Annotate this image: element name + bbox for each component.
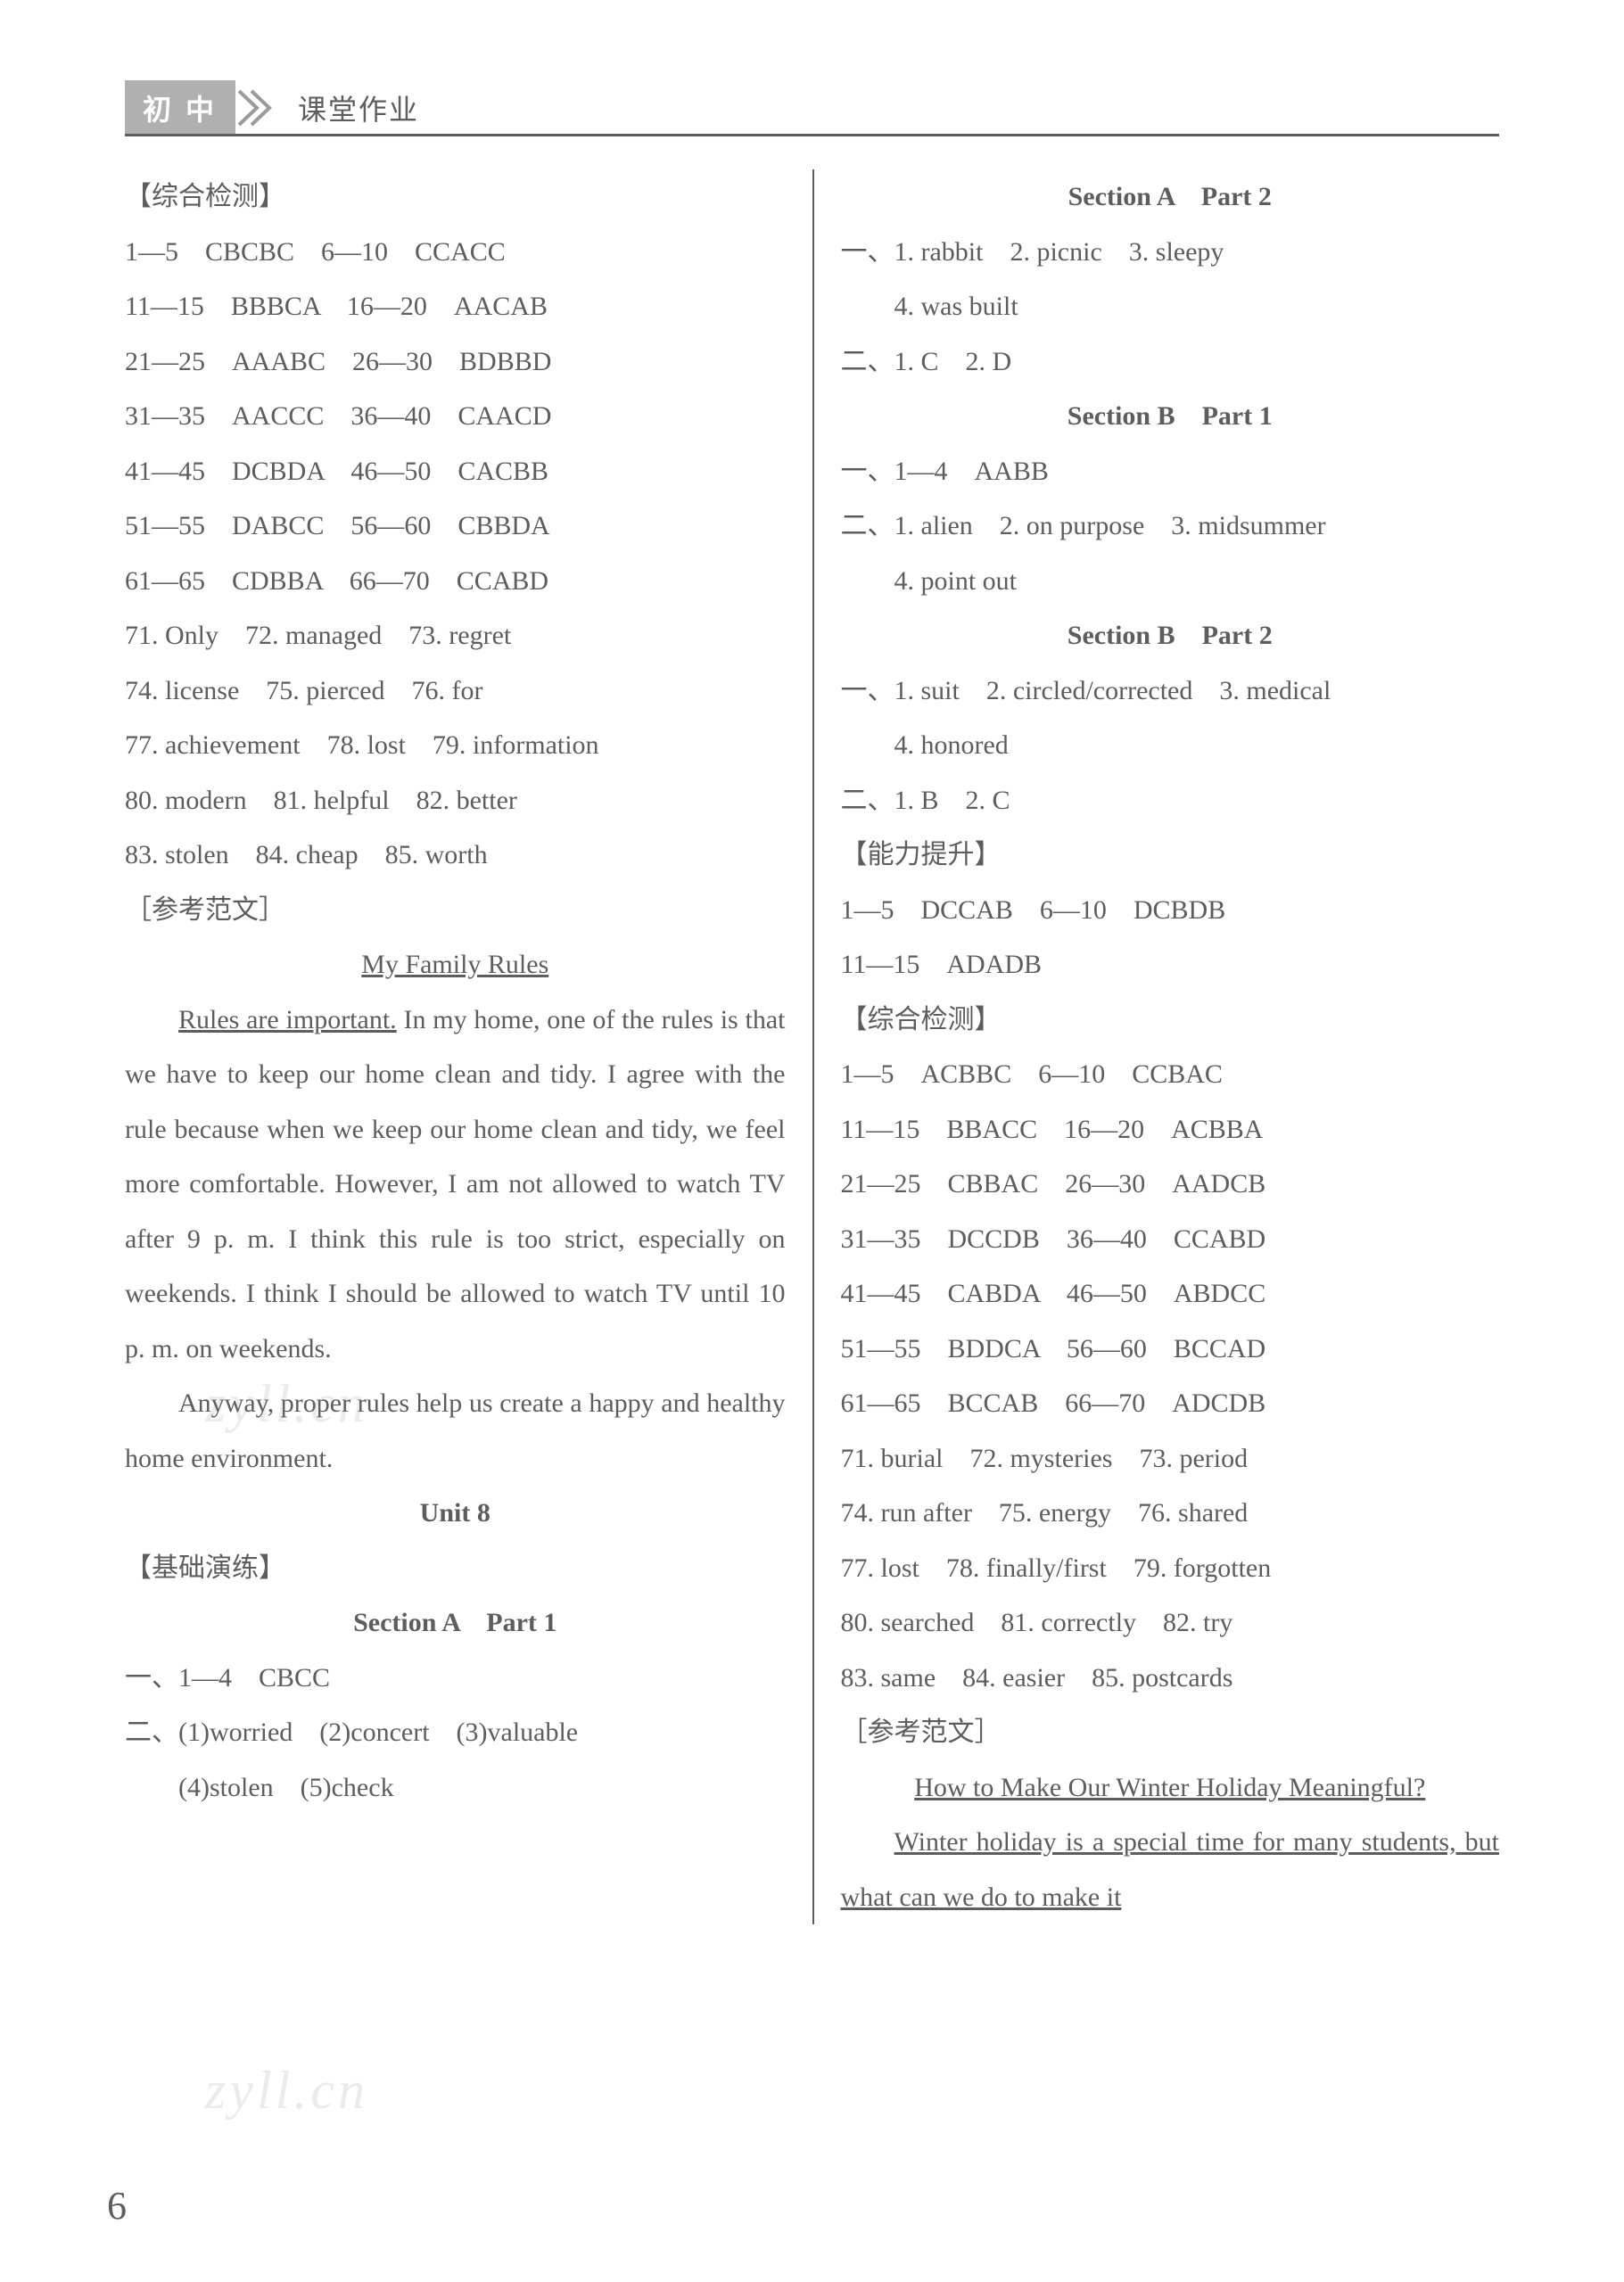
answer-line: 二、1. C 2. D	[841, 334, 1500, 390]
essay-body: In my home, one of the rules is that we …	[125, 1005, 786, 1363]
answer-line: 一、1. suit 2. circled/corrected 3. medica…	[841, 663, 1500, 719]
answer-line: 31—35 AACCC 36—40 CAACD	[125, 389, 786, 444]
reference-label: ［参考范文］	[841, 1705, 1500, 1760]
answer-line: 4. honored	[841, 718, 1500, 773]
header-left-label: 初 中	[125, 80, 235, 136]
answer-line: 77. achievement 78. lost 79. information	[125, 718, 786, 773]
answer-line: 80. modern 81. helpful 82. better	[125, 773, 786, 828]
answer-line: 74. license 75. pierced 76. for	[125, 663, 786, 719]
answer-line: 一、1. rabbit 2. picnic 3. sleepy	[841, 225, 1500, 280]
page-content: 【综合检测】 1—5 CBCBC 6—10 CCACC 11—15 BBBCA …	[125, 169, 1499, 1924]
section-heading: Section A Part 1	[125, 1595, 786, 1651]
answer-line: 51—55 BDDCA 56—60 BCCAD	[841, 1322, 1500, 1377]
answer-line: 83. same 84. easier 85. postcards	[841, 1651, 1500, 1706]
section-heading: Section A Part 2	[841, 169, 1500, 225]
page-header: 初 中 课堂作业	[125, 80, 1499, 136]
answer-line: 41—45 CABDA 46—50 ABDCC	[841, 1266, 1500, 1322]
answer-line: 71. Only 72. managed 73. regret	[125, 608, 786, 663]
essay-paragraph: Winter holiday is a special time for man…	[841, 1815, 1500, 1924]
essay-title: How to Make Our Winter Holiday Meaningfu…	[841, 1760, 1500, 1816]
answer-line: 4. was built	[841, 279, 1500, 334]
answer-line: 二、(1)worried (2)concert (3)valuable	[125, 1705, 786, 1760]
answer-line: 一、1—4 CBCC	[125, 1651, 786, 1706]
answer-line: 11—15 BBACC 16—20 ACBBA	[841, 1102, 1500, 1157]
essay-paragraph: Anyway, proper rules help us create a ha…	[125, 1376, 786, 1486]
section-label: 【能力提升】	[841, 828, 1500, 883]
essay-paragraph: Rules are important. In my home, one of …	[125, 993, 786, 1377]
answer-line: 1—5 DCCAB 6—10 DCBDB	[841, 883, 1500, 938]
answer-line: 1—5 CBCBC 6—10 CCACC	[125, 225, 786, 280]
answer-line: 61—65 CDBBA 66—70 CCABD	[125, 554, 786, 609]
section-label: 【基础演练】	[125, 1541, 786, 1596]
essay-lead: Rules are important.	[178, 1005, 397, 1034]
answer-line: 二、1. B 2. C	[841, 773, 1500, 828]
header-right-title: 课堂作业	[298, 87, 419, 128]
answer-line: (4)stolen (5)check	[125, 1760, 786, 1816]
left-column: 【综合检测】 1—5 CBCBC 6—10 CCACC 11—15 BBBCA …	[125, 169, 812, 1924]
unit-label: Unit 8	[125, 1486, 786, 1541]
header-rule	[125, 134, 1499, 136]
answer-line: 74. run after 75. energy 76. shared	[841, 1486, 1500, 1541]
answer-line: 83. stolen 84. cheap 85. worth	[125, 828, 786, 883]
right-column: Section A Part 2 一、1. rabbit 2. picnic 3…	[812, 169, 1500, 1924]
watermark-icon: zyll.cn	[205, 2060, 368, 2121]
answer-line: 11—15 BBBCA 16—20 AACAB	[125, 279, 786, 334]
essay-title: My Family Rules	[125, 937, 786, 993]
answer-line: 80. searched 81. correctly 82. try	[841, 1595, 1500, 1651]
section-label: 【综合检测】	[841, 993, 1500, 1048]
answer-line: 71. burial 72. mysteries 73. period	[841, 1431, 1500, 1487]
chevron-right-icon	[235, 87, 289, 128]
answer-line: 61—65 BCCAB 66—70 ADCDB	[841, 1376, 1500, 1431]
section-label: 【综合检测】	[125, 169, 786, 225]
answer-line: 41—45 DCBDA 46—50 CACBB	[125, 444, 786, 499]
section-heading: Section B Part 1	[841, 389, 1500, 444]
answer-line: 11—15 ADADB	[841, 937, 1500, 993]
reference-label: ［参考范文］	[125, 883, 786, 938]
page-number: 6	[107, 2183, 127, 2228]
answer-line: 77. lost 78. finally/first 79. forgotten	[841, 1541, 1500, 1596]
answer-line: 二、1. alien 2. on purpose 3. midsummer	[841, 498, 1500, 554]
answer-line: 一、1—4 AABB	[841, 444, 1500, 499]
answer-line: 21—25 CBBAC 26—30 AADCB	[841, 1157, 1500, 1212]
answer-line: 21—25 AAABC 26—30 BDBBD	[125, 334, 786, 390]
answer-line: 4. point out	[841, 554, 1500, 609]
answer-line: 51—55 DABCC 56—60 CBBDA	[125, 498, 786, 554]
answer-line: 1—5 ACBBC 6—10 CCBAC	[841, 1047, 1500, 1102]
section-heading: Section B Part 2	[841, 608, 1500, 663]
answer-line: 31—35 DCCDB 36—40 CCABD	[841, 1212, 1500, 1267]
